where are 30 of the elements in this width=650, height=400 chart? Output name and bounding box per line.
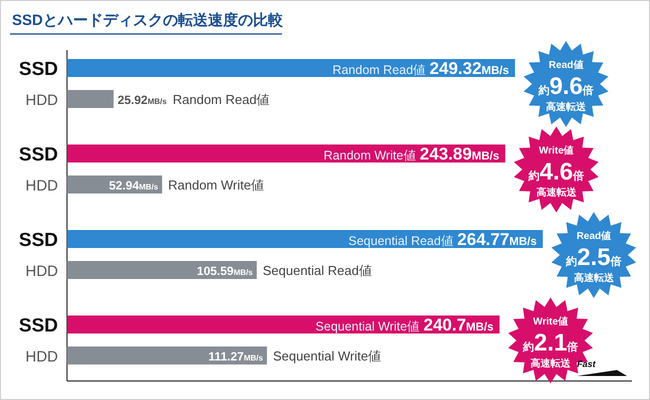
- data-label: 105.59MB/s: [196, 264, 254, 278]
- ytick: HDD: [26, 348, 58, 366]
- ytick: SSD: [18, 230, 58, 251]
- text: Random Write値: [168, 178, 264, 192]
- ytick: SSD: [18, 144, 58, 166]
- data-label: 243.89MB/s: [420, 144, 500, 164]
- text: Write値約4.6倍高速転送: [528, 146, 584, 198]
- series-label: Sequential Read値: [348, 234, 458, 248]
- ytick: HDD: [26, 263, 58, 280]
- ytick: SSD: [18, 316, 58, 336]
- data-label: 240.7MB/s: [424, 316, 494, 334]
- text: Fast: [577, 359, 597, 369]
- data-label: 111.27MB/s: [208, 350, 264, 364]
- text: Read値約9.6倍高速転送: [538, 60, 594, 113]
- text: Read値約2.5倍高速転送: [566, 231, 622, 284]
- text: Random Read値: [172, 92, 270, 107]
- ytick: HDD: [26, 92, 58, 109]
- text: Write値約2.1倍高速転送: [522, 316, 578, 370]
- series-label: Sequential Write値: [316, 320, 424, 334]
- ytick: HDD: [26, 178, 58, 194]
- text: Sequential Read値: [262, 263, 372, 278]
- data-label: 264.77MB/s: [457, 230, 537, 249]
- series-label: Random Read値: [332, 63, 430, 77]
- ytick: SSD: [18, 59, 58, 80]
- series-label: Random Write値: [324, 148, 420, 162]
- data-label: 25.92MB/s: [118, 93, 168, 107]
- data-label: 52.94MB/s: [108, 178, 159, 192]
- text: Sequential Write値: [272, 348, 382, 364]
- title: SSDとハードディスクの転送速度の比較: [12, 12, 283, 29]
- data-label: 249.32MB/s: [430, 59, 510, 78]
